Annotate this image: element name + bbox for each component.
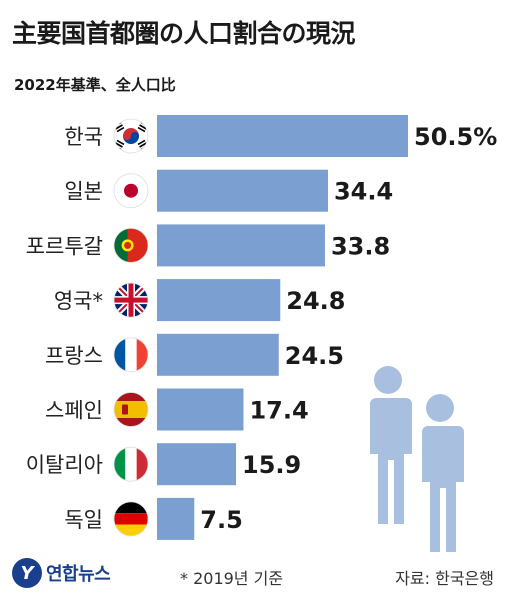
flag-portugal-icon [113,227,149,263]
flag-italy-icon [113,446,149,482]
yonhap-logo-icon: Y [12,558,42,588]
bar-row: 프랑스 24.5 [45,333,344,376]
value-label: 33.8 [331,232,390,260]
bar [157,224,325,267]
bar-row: 영국* 24.8 [54,279,345,322]
bar-row: 스페인 17.4 [45,388,309,431]
chart-title: 主要国首都圏の人口割合の現況 [12,19,356,48]
bar [157,443,237,486]
bar [157,169,328,212]
category-label: 프랑스 [45,344,103,368]
bar [157,333,279,376]
value-label: 34.4 [334,178,393,206]
bar-row: 독일 7.5 [64,497,243,540]
value-label: 7.5 [200,506,243,534]
chart-subtitle: 2022年基準、全人口比 [14,76,176,94]
bar-row: 한국 50.5% [64,115,497,157]
flag-japan-icon [113,173,149,209]
flag-france-icon [113,337,149,373]
category-label: 스페인 [45,399,103,423]
bar [157,115,408,157]
yonhap-logo: Y 연합뉴스 [12,558,111,588]
bar-row: 포르투갈 33.8 [26,224,390,267]
bar [157,388,244,431]
people-icon [370,366,464,552]
bar [157,497,195,540]
category-label: 이탈리아 [26,453,103,477]
footnote: * 2019년 기준 [180,569,284,588]
flag-uk-icon [113,282,149,318]
value-label: 24.8 [286,287,345,315]
category-label: 포르투갈 [26,234,103,258]
category-label: 독일 [64,508,103,532]
flag-korea-icon [113,118,149,154]
category-label: 한국 [64,125,103,149]
value-label: 24.5 [285,342,344,370]
bar [157,279,281,322]
value-label: 17.4 [249,397,308,425]
value-label: 15.9 [242,451,301,479]
logo-text: 연합뉴스 [46,564,111,585]
category-label: 영국* [54,289,103,313]
value-label: 50.5% [414,123,497,151]
category-label: 일본 [64,180,103,204]
bar-row: 이탈리아 15.9 [26,443,301,486]
flag-spain-icon [113,392,149,427]
flag-germany-icon [113,501,149,537]
source-note: 자료: 한국은행 [395,569,494,588]
bar-row: 일본 34.4 [64,169,393,212]
